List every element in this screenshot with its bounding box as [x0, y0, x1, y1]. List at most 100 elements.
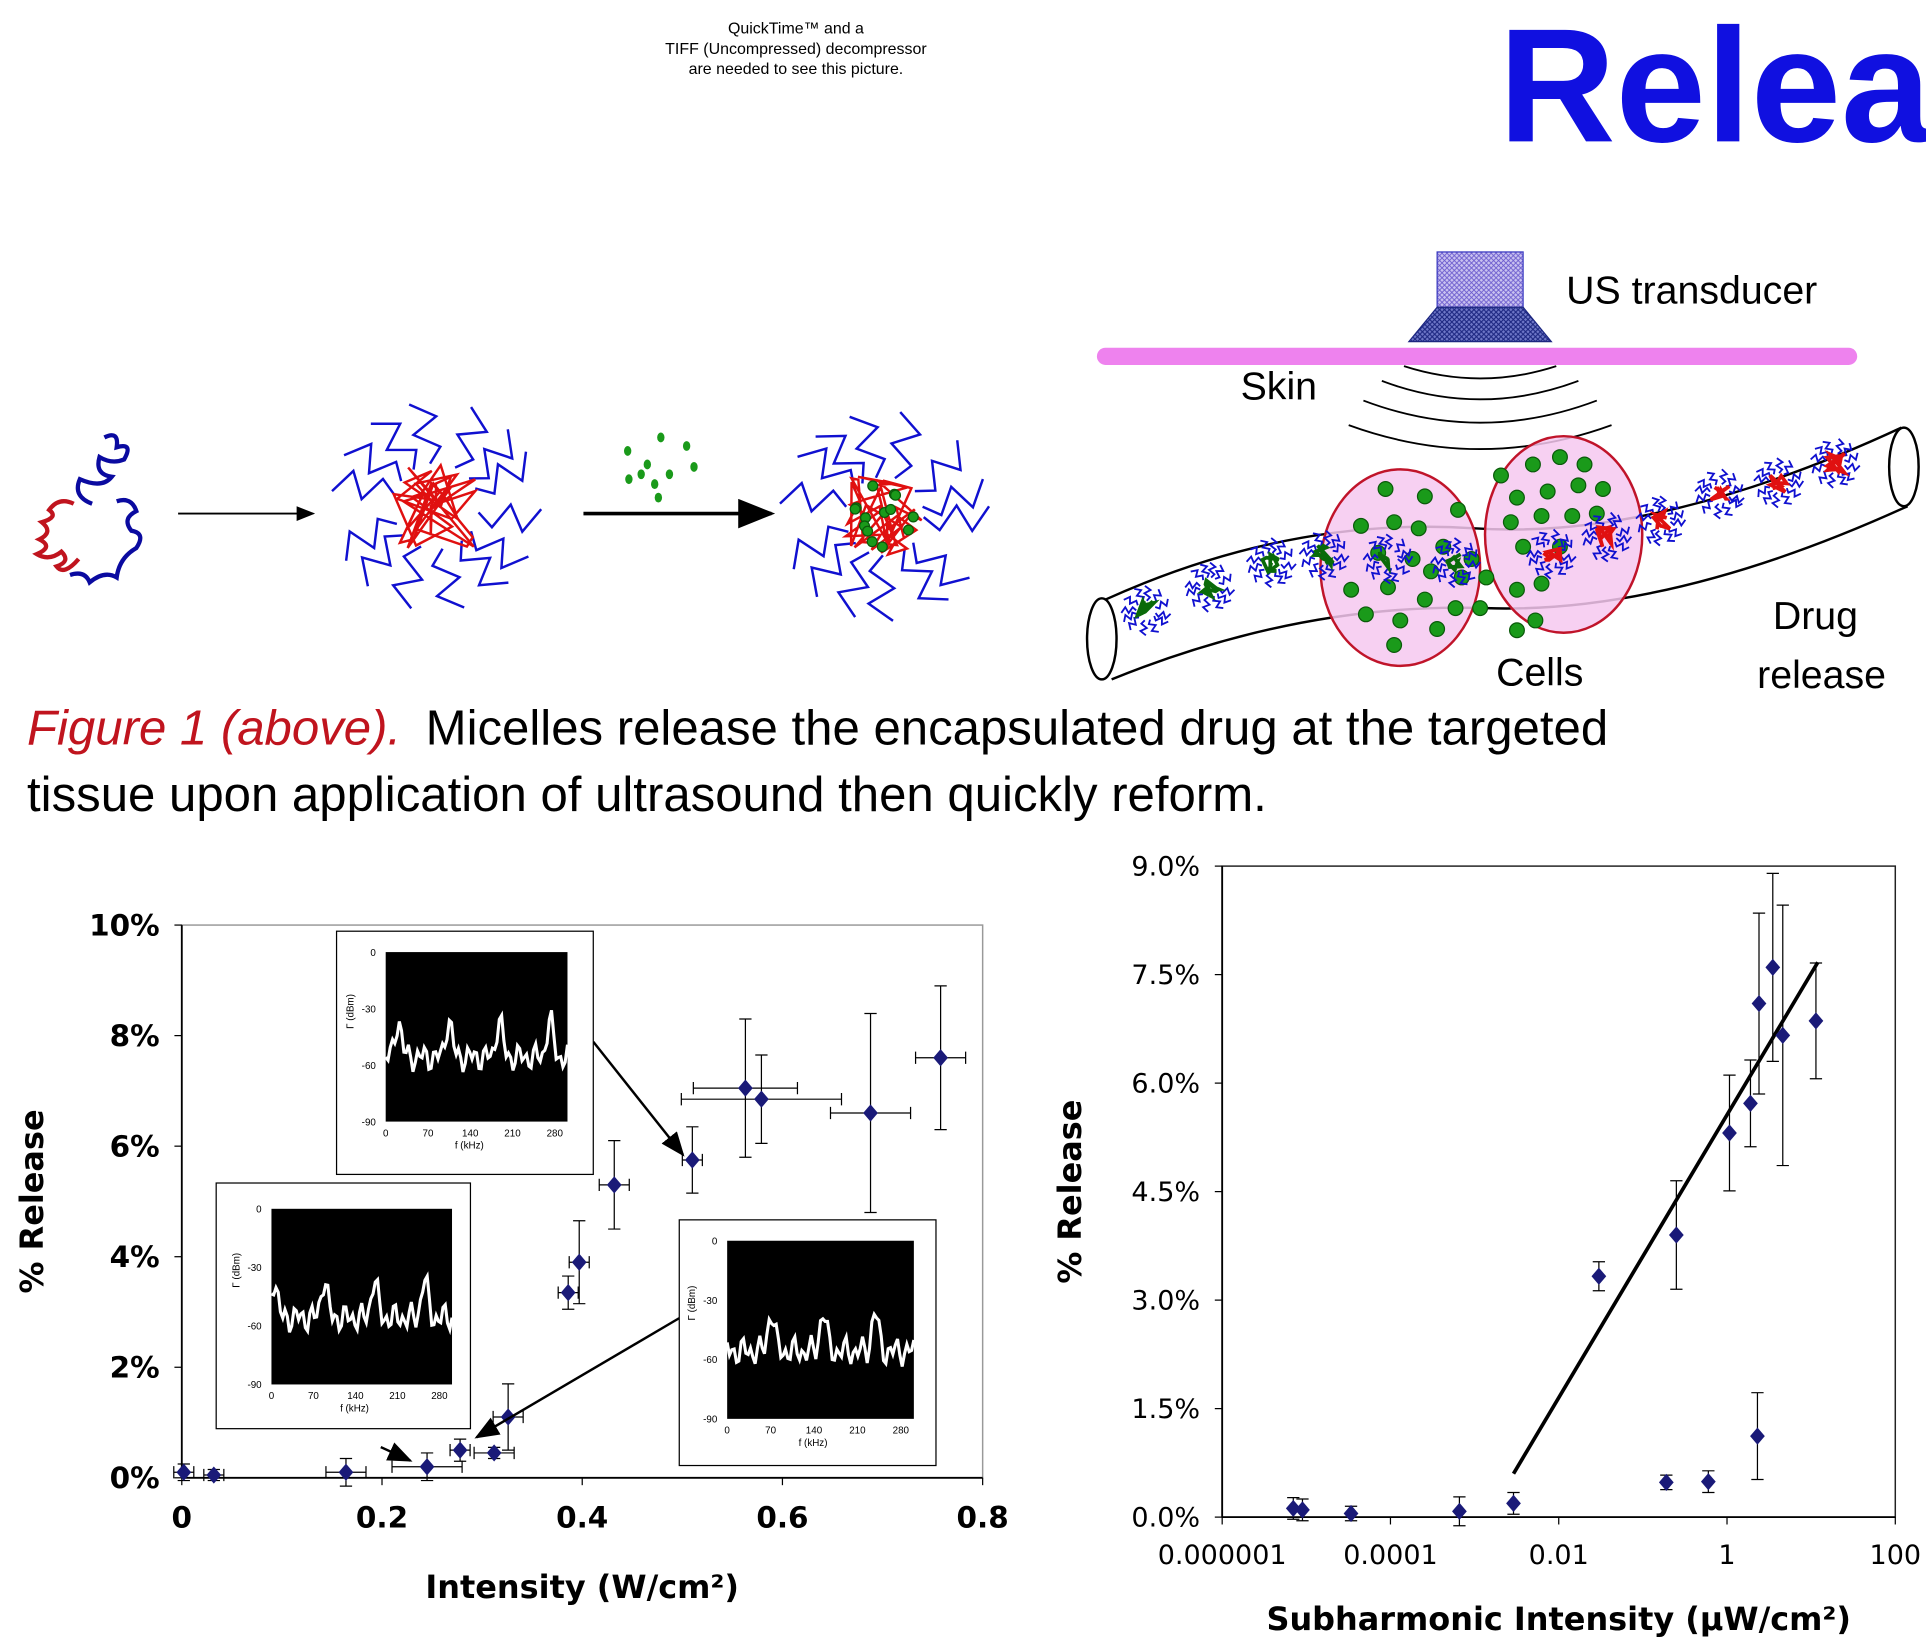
- drug: [1416, 488, 1433, 505]
- point: [1750, 1427, 1765, 1445]
- y-tick-label: 0%: [110, 1461, 160, 1495]
- drug: [1377, 481, 1394, 497]
- inset-x-tick-label: 140: [462, 1128, 479, 1139]
- micelle-shell: [331, 403, 543, 610]
- y-tick-label: 7.5%: [1131, 960, 1200, 991]
- inset: 0 -30 -60 -90 0 70 140 210 280 f (kHz) Γ (dBm): [215, 1182, 472, 1430]
- x-tick-label: 0: [172, 1501, 193, 1535]
- notice-line: QuickTime™ and a: [728, 20, 864, 37]
- point: [1452, 1502, 1467, 1520]
- micelle-shell: [1120, 585, 1172, 637]
- notice-line: are needed to see this picture.: [689, 61, 904, 78]
- y-tick-label: 6.0%: [1131, 1069, 1200, 1100]
- point: [452, 1441, 468, 1459]
- micelle-core: [1542, 546, 1563, 564]
- drug: [1527, 612, 1544, 629]
- y-tick-label: 8%: [110, 1019, 160, 1053]
- spectrum-trace: [725, 1310, 916, 1368]
- point: [738, 1079, 753, 1097]
- drug: [1410, 520, 1427, 537]
- inset-x-tick-label: 0: [724, 1426, 730, 1437]
- inset-x-tick-label: 140: [347, 1391, 364, 1402]
- callout-arrow: [380, 1442, 413, 1462]
- drug: [1416, 591, 1433, 608]
- drug: [1508, 622, 1525, 639]
- point: [1775, 1026, 1791, 1044]
- inset-y-tick-label: -90: [703, 1415, 718, 1426]
- drug: [866, 536, 878, 548]
- point: [1700, 1473, 1716, 1491]
- inset-y-tick-label: 0: [256, 1204, 262, 1215]
- drug: [682, 441, 691, 451]
- drug: [867, 480, 879, 492]
- drug: [1570, 477, 1587, 494]
- drug: [1478, 569, 1495, 586]
- inset-y-title: Γ (dBm): [346, 994, 357, 1029]
- inset-y-tick-label: 0: [370, 948, 376, 959]
- point: [754, 1090, 769, 1108]
- drug: [651, 479, 659, 490]
- transducer-head: [1407, 306, 1553, 343]
- x-tick-label: 0.2: [356, 1501, 408, 1535]
- drug: [625, 474, 633, 485]
- x-tick-label: 0.000001: [1158, 1540, 1287, 1571]
- inset-plot: [385, 952, 568, 1122]
- micelle-shell: [1298, 529, 1350, 581]
- inset-x-title: f (kHz): [455, 1141, 484, 1152]
- point: [560, 1284, 576, 1302]
- micelle-core: [1310, 543, 1335, 571]
- drug: [1551, 449, 1568, 466]
- point: [1743, 1094, 1758, 1112]
- x-tick-label: 0.4: [556, 1501, 608, 1535]
- point: [1658, 1473, 1674, 1491]
- caption-line: tissue upon application of ultrasound th…: [27, 768, 1267, 822]
- inset-y-tick-label: -90: [362, 1117, 377, 1128]
- x-axis-title: Intensity (W/cm²): [425, 1568, 739, 1606]
- drug: [623, 446, 632, 456]
- inset: 0 -30 -60 -90 0 70 140 210 280 f (kHz) Γ (dBm): [678, 1219, 937, 1467]
- diagram-label: Cells: [1496, 651, 1583, 695]
- diagram-label: release: [1757, 653, 1886, 697]
- y-axis-title: % Release: [1051, 1100, 1089, 1284]
- notice-line: TIFF (Uncompressed) decompressor: [665, 41, 927, 58]
- drug: [1502, 514, 1519, 531]
- y-tick-label: 6%: [110, 1129, 160, 1163]
- drug: [637, 469, 645, 480]
- caption-text: Micelles release the encapsulated drug a…: [426, 702, 1608, 756]
- y-tick-label: 9.0%: [1131, 852, 1200, 883]
- drug: [654, 492, 663, 503]
- point: [1295, 1501, 1310, 1519]
- transducer-body: [1436, 251, 1524, 308]
- inset-x-title: f (kHz): [340, 1403, 369, 1414]
- caption-line: Figure 1 (above). Micelles release the en…: [27, 702, 1608, 756]
- drug: [1423, 563, 1439, 580]
- inset-y-tick-label: -60: [703, 1355, 718, 1366]
- micelle-core: [1445, 552, 1465, 574]
- inset-y-tick-label: -30: [247, 1263, 262, 1274]
- drug: [1435, 538, 1452, 555]
- callout-arrow: [592, 1040, 685, 1157]
- inset-x-tick-label: 210: [849, 1426, 866, 1437]
- inset-x-tick-label: 280: [893, 1426, 910, 1437]
- micelle-core: [1594, 524, 1617, 551]
- micelle-shell: [1526, 528, 1577, 580]
- diagram: US transducer Skin Cells Drug release: [32, 251, 1920, 697]
- micelle-shell: [1635, 495, 1687, 547]
- drug: [849, 503, 861, 515]
- inset-y-tick-label: -90: [247, 1380, 262, 1391]
- micelle-shell: [1753, 457, 1805, 509]
- micelle-core: [391, 462, 480, 549]
- micelle-shell: [1245, 537, 1297, 589]
- inset-y-tick-label: -60: [247, 1322, 262, 1333]
- y-tick-label: 4%: [110, 1240, 160, 1274]
- inset-x-tick-label: 280: [431, 1391, 448, 1402]
- vessel-end: [1887, 426, 1920, 508]
- drug: [1564, 508, 1581, 525]
- micelle-core: [1649, 507, 1672, 531]
- drug: [1447, 600, 1464, 617]
- drug: [1508, 581, 1525, 598]
- point: [1285, 1499, 1301, 1518]
- spectrum-trace: [384, 1009, 570, 1073]
- micelle-core: [1260, 551, 1280, 575]
- drug: [1515, 538, 1532, 555]
